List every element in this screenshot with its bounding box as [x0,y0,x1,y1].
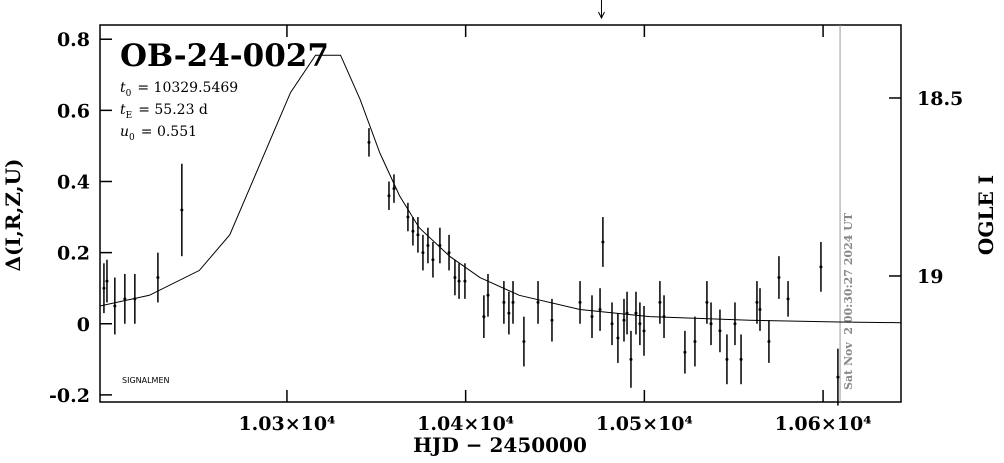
data-point [625,311,629,315]
chart-title: OB-24-0027 [120,38,329,74]
data-point [662,315,666,319]
data-point [638,322,642,326]
data-point [755,300,759,304]
data-point [629,357,633,361]
data-point [482,315,486,319]
parameter-value: = 0.551 [141,124,197,140]
data-point [447,251,451,255]
y2-tick-label: 18.5 [917,88,963,110]
model-curve [99,54,902,324]
data-point [590,315,594,319]
y-tick-label: -0.2 [49,385,90,407]
y-tick-label: 0.4 [57,171,90,193]
data-point [536,300,540,304]
data-point [598,308,602,312]
parameter-symbol: t [120,102,126,118]
data-point [683,350,687,354]
data-point [367,140,371,144]
y-tick-label: 0.8 [57,29,90,51]
data-point [622,318,626,322]
data-point [102,286,106,290]
y2-tick-label: 19 [917,266,943,288]
data-point [758,308,762,312]
x-tick-label: 1.03×10⁴ [238,413,335,435]
data-point [457,279,461,283]
data-point [113,304,117,308]
credit: SIGNALMEN [122,376,170,385]
data-point [387,194,391,198]
data-point [133,297,137,301]
data-point [777,276,781,280]
data-point [421,251,425,255]
data-point [616,336,620,340]
data-point [406,215,410,219]
data-point [705,300,709,304]
parameter-value: = 10329.5469 [137,80,238,96]
data-point [431,258,435,262]
data-point [507,311,511,315]
data-point [642,329,646,333]
parameter-subscript: 0 [126,89,132,99]
parameter-subscript: 0 [129,133,135,143]
data-point [693,340,697,344]
y2-axis-label: OGLE I [974,175,998,255]
data-point [416,233,420,237]
data-point [411,229,415,233]
y-tick-label: 0.6 [57,100,90,122]
data-point [767,340,771,344]
data-point [511,300,515,304]
parameter-symbol: u [120,124,129,140]
parameter-symbol: t [120,80,126,96]
parameter-value: = 55.23 d [138,102,208,118]
y-tick-label: 0.2 [57,243,90,265]
data-point [718,329,722,333]
y-tick-label: 0 [77,314,90,336]
data-point [819,265,823,269]
data-point [463,279,467,283]
data-point [836,375,840,379]
parameter: tE = 55.23 d [120,102,208,121]
y-axis-label: Δ(I,R,Z,U) [1,159,25,272]
data-point [739,357,743,361]
arrow [598,0,605,20]
data-point [601,240,605,244]
x-tick-label: 1.06×10⁴ [775,413,872,435]
data-point [180,208,184,212]
data-point [392,187,396,191]
data-point [486,293,490,297]
data-point [502,300,506,304]
x-tick-label: 1.04×10⁴ [417,413,514,435]
data-point [658,300,662,304]
data-point [426,244,430,248]
parameter-subscript: E [126,111,133,121]
data-point [438,244,442,248]
data-point [786,297,790,301]
x-tick-label: 1.05×10⁴ [596,413,693,435]
data-point [123,297,127,301]
data-point [610,322,614,326]
parameter: u0 = 0.551 [120,124,197,143]
data-point [578,300,582,304]
timestamp: Sat Nov 2 00:30:27 2024 UT [842,212,855,390]
data-point [550,318,554,322]
data-point [709,322,713,326]
data-point [634,311,638,315]
data-point [725,357,729,361]
parameter: t0 = 10329.5469 [120,80,238,99]
plot-frame [99,24,902,403]
data-point [105,279,109,283]
data-point [453,276,457,280]
data-point [522,340,526,344]
x-axis-label: HJD − 2450000 [413,433,587,457]
data-point [156,276,160,280]
data-point [733,322,737,326]
